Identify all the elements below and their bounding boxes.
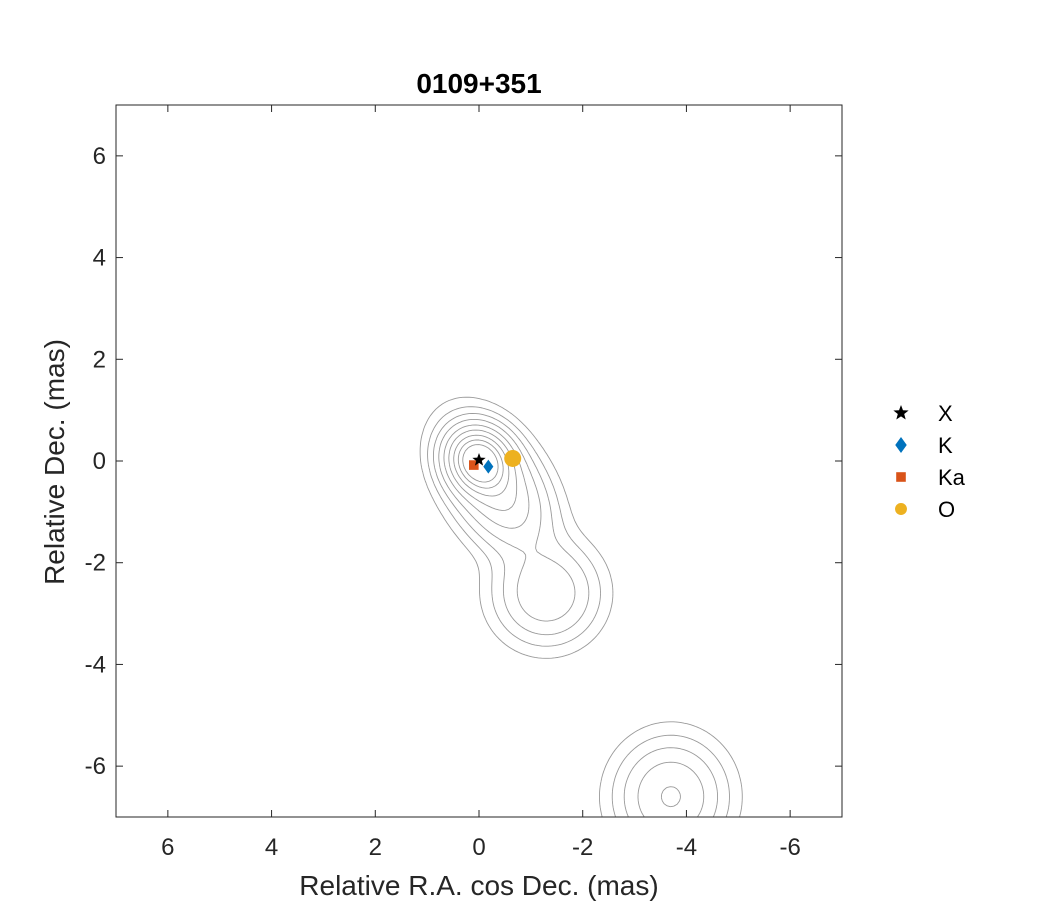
axes: 6 4 2 0 -2 -4 -6 -6 -4 -2 0 2 4 6 [85, 104, 843, 861]
x-tick-label: 0 [472, 834, 485, 861]
legend: XK Ka O [893, 401, 966, 522]
x-tick-label: -4 [676, 834, 697, 861]
y-tick-label: 6 [93, 143, 106, 170]
contour-layer [419, 396, 743, 817]
legend-label: Ka [938, 465, 966, 490]
contour-level-2 [427, 406, 730, 817]
x-axis-label: Relative R.A. cos Dec. (mas) [299, 870, 658, 901]
y-tick-label: -2 [85, 550, 106, 577]
x-tick-label: 4 [265, 834, 278, 861]
contour-level-6 [448, 429, 518, 511]
legend-entry-k: K [895, 433, 953, 458]
data-point-ka [469, 460, 479, 470]
contour-level-7 [453, 434, 510, 497]
data-point-o [504, 449, 522, 467]
legend-entry-ka: Ka [896, 465, 966, 490]
legend-label: K [938, 433, 953, 458]
legend-marker-x [893, 405, 909, 420]
contour-level-1 [419, 396, 743, 817]
x-tick-label: -2 [572, 834, 593, 861]
legend-marker-ka [896, 472, 906, 482]
legend-label: O [938, 497, 955, 522]
contour-level-3 [432, 413, 719, 817]
contour-level-4 [438, 418, 705, 817]
legend-marker-o [895, 503, 907, 515]
x-tick-label: 6 [161, 834, 174, 861]
legend-marker-k [895, 437, 907, 453]
chart-title: 0109+351 [416, 68, 541, 99]
contour-level-8 [457, 439, 504, 489]
legend-entry-o: O [895, 497, 955, 522]
data-point-x [472, 452, 486, 466]
y-tick-label: 0 [93, 448, 106, 475]
y-tick-label: 2 [93, 346, 106, 373]
x-tick-label: -6 [779, 834, 800, 861]
legend-entry-x: X [893, 401, 953, 426]
data-point-k [483, 459, 494, 474]
y-tick-label: -4 [85, 651, 106, 678]
contour-level-9 [462, 444, 499, 483]
legend-label: X [938, 401, 953, 426]
y-tick-label: 4 [93, 245, 106, 272]
y-tick-label: -6 [85, 753, 106, 780]
x-tick-label: 2 [369, 834, 382, 861]
data-markers [469, 449, 522, 474]
y-axis-label: Relative Dec. (mas) [39, 339, 70, 585]
